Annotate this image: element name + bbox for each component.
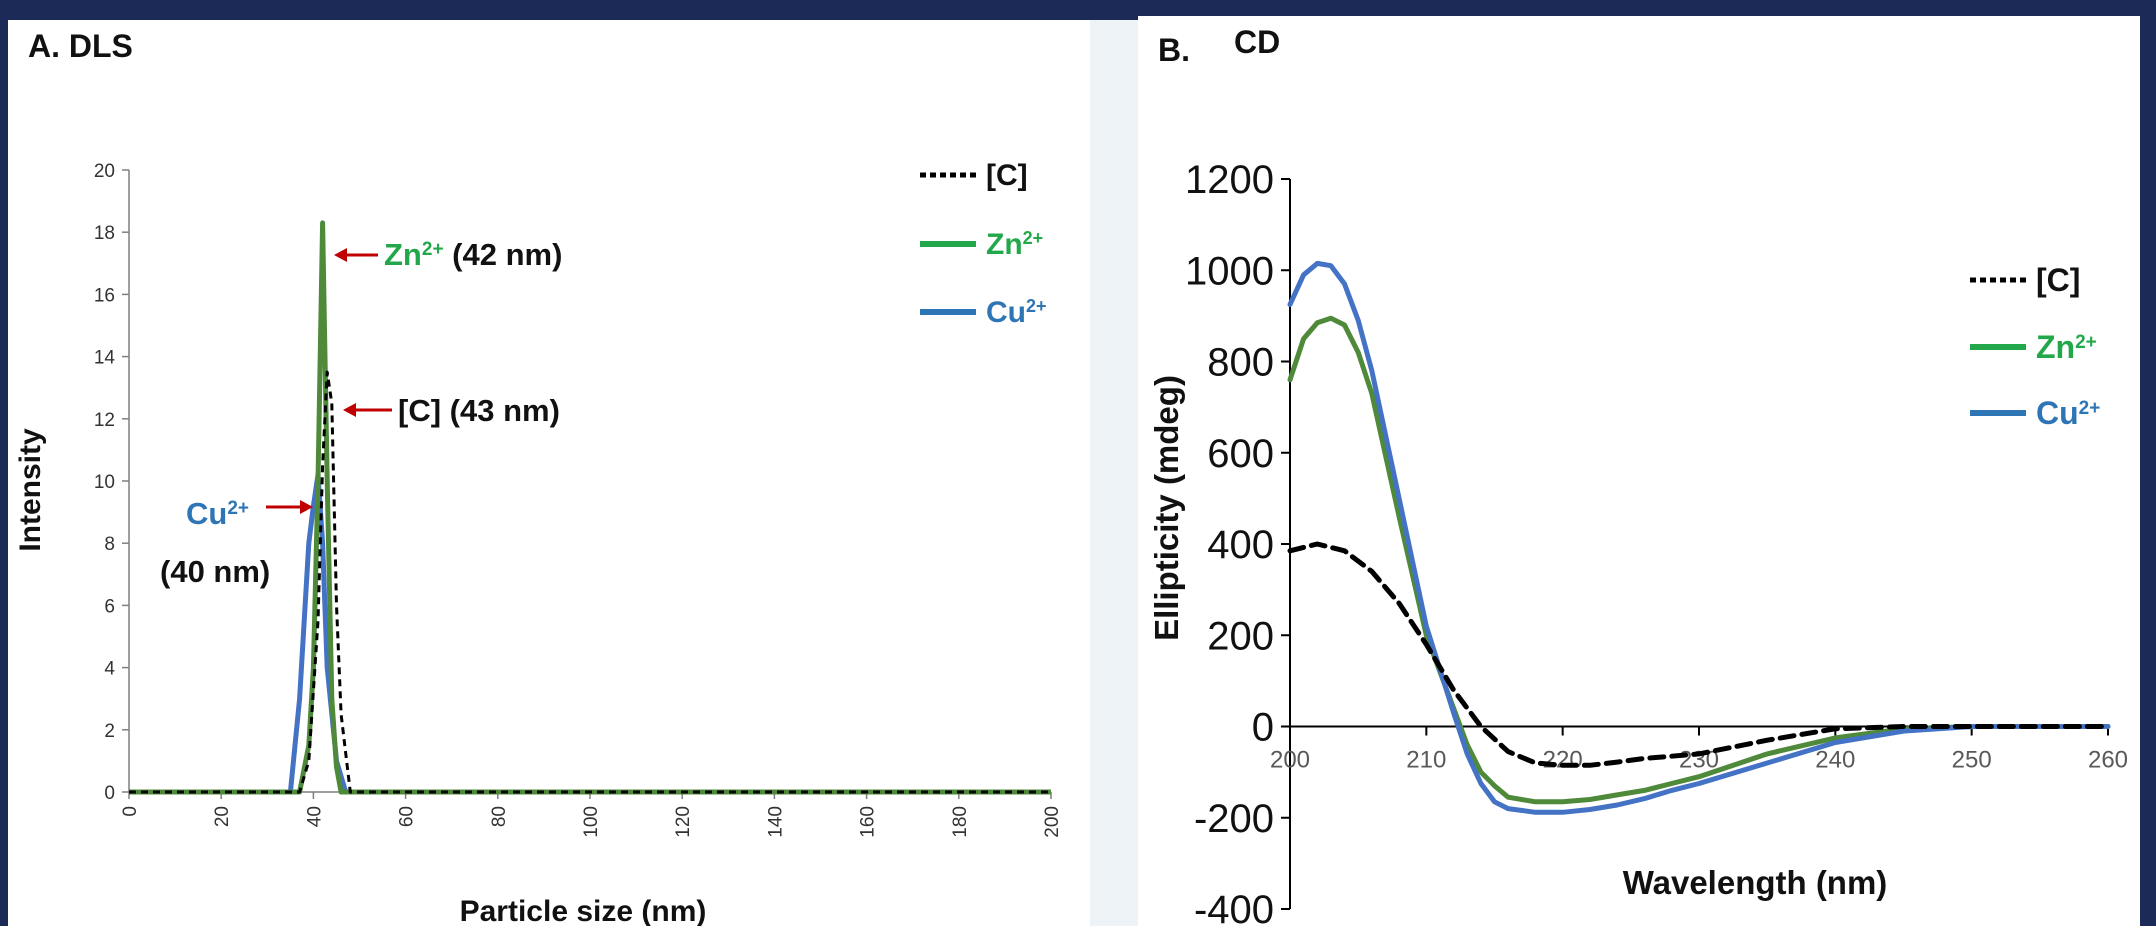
x-tick-label: 230: [1679, 747, 1719, 774]
y-tick-label: 1200: [1185, 158, 1274, 202]
x-tick-label: 20: [212, 806, 233, 827]
annotation-zn-base: Zn: [384, 237, 422, 272]
legend-label-2: Cu2+: [2036, 395, 2100, 431]
annotation-c-base: [C]: [398, 393, 441, 428]
x-tick-label: 140: [765, 806, 786, 838]
y-tick-label: 6: [104, 596, 115, 617]
annotation-zn-value: (42 nm): [444, 237, 563, 272]
y-tick-label: 0: [1252, 706, 1274, 750]
y-tick-label: 0: [104, 783, 115, 804]
series-line-0: [1287, 541, 2111, 768]
cd-panel: B. CD -400 -200 0 200 400 600 800 1000 1200 200 210 2…: [1138, 16, 2140, 926]
y-tick-label: 4: [104, 659, 115, 680]
legend-label-0: [C]: [2036, 262, 2080, 298]
annotation-zn: Zn2+ (42 nm): [384, 237, 562, 272]
x-tick-label: 200: [1042, 806, 1063, 838]
annotation-cu-value: (40 nm): [160, 554, 270, 589]
y-tick-label: 10: [94, 472, 115, 493]
x-tick-label: 220: [1543, 747, 1583, 774]
legend-label-1-base: Zn: [2036, 329, 2075, 365]
annotation-arrowhead-c: [343, 403, 356, 417]
panel-label: B.: [1158, 32, 1190, 68]
y-tick-label: 8: [104, 534, 115, 555]
y-tick-label: 16: [94, 285, 115, 306]
x-axis-label: Wavelength (nm): [1623, 864, 1888, 901]
annotation-cu: Cu2+: [186, 496, 249, 531]
legend-label-0-base: [C]: [986, 159, 1028, 192]
y-tick-label: 400: [1207, 523, 1274, 567]
annotation-arrowhead-cu: [300, 500, 313, 514]
x-tick-label: 0: [120, 806, 141, 817]
x-tick-label: 180: [950, 806, 971, 838]
x-tick-label: 100: [581, 806, 602, 838]
y-tick-label: 14: [94, 348, 116, 369]
panel-title: A. DLS: [28, 28, 133, 64]
legend-label-1: Zn2+: [2036, 329, 2097, 365]
x-tick-label: 60: [397, 806, 418, 827]
y-tick-label: 600: [1207, 432, 1274, 476]
y-axis-label: Intensity: [14, 428, 47, 552]
y-tick-label: 2: [104, 721, 115, 742]
x-tick-label: 80: [489, 806, 510, 827]
series-line-0: [129, 370, 1051, 794]
annotation-cu-sup: 2+: [227, 498, 249, 519]
panel-title: CD: [1234, 24, 1280, 60]
legend-label-1-sup: 2+: [1023, 228, 1044, 248]
annotation-c-value: (43 nm): [441, 393, 560, 428]
y-tick-label: 18: [94, 223, 115, 244]
legend-label-0: [C]: [986, 159, 1028, 192]
x-tick-label: 40: [304, 806, 325, 827]
legend-label-2-base: Cu: [2036, 395, 2079, 431]
series-line-2: [1287, 260, 2111, 815]
panel-divider: [1090, 20, 1138, 926]
legend-label-2-sup: 2+: [1026, 296, 1047, 316]
x-tick-label: 200: [1270, 747, 1310, 774]
annotation-zn-sup: 2+: [422, 239, 444, 260]
legend-label-0-base: [C]: [2036, 262, 2080, 298]
y-tick-label: -200: [1194, 797, 1274, 841]
legend-label-1-base: Zn: [986, 228, 1023, 261]
x-tick-label: 250: [1952, 747, 1992, 774]
x-tick-label: 210: [1406, 747, 1446, 774]
y-tick-label: 12: [94, 410, 115, 431]
annotation-arrowhead-zn: [334, 248, 347, 262]
series-line-1: [1287, 315, 2111, 805]
x-tick-label: 120: [673, 806, 694, 838]
y-tick-label: 200: [1207, 614, 1274, 658]
annotation-c: [C] (43 nm): [398, 393, 560, 428]
annotation-cu-base: Cu: [186, 496, 227, 531]
x-tick-label: 260: [2088, 747, 2128, 774]
y-axis-label: Ellipticity (mdeg): [1148, 375, 1185, 641]
series-line-1: [129, 220, 1051, 795]
legend-label-2-base: Cu: [986, 296, 1026, 329]
y-tick-label: 1000: [1185, 249, 1274, 293]
dls-panel: A. DLS 0 2 4 6 8 10 12 14 16 18 20 0 20 40 60 80 100 120 14…: [8, 20, 1090, 926]
legend-label-1-sup: 2+: [2075, 332, 2097, 353]
legend-label-2-sup: 2+: [2079, 398, 2101, 419]
y-tick-label: 20: [94, 161, 115, 182]
y-tick-label: 800: [1207, 341, 1274, 385]
y-tick-label: -400: [1194, 888, 1274, 926]
x-tick-label: 160: [858, 806, 879, 838]
series-line-2: [129, 472, 1051, 795]
x-axis-label: Particle size (nm): [460, 895, 707, 926]
legend-label-1: Zn2+: [986, 228, 1043, 261]
legend-label-2: Cu2+: [986, 296, 1047, 329]
x-tick-label: 240: [1815, 747, 1855, 774]
